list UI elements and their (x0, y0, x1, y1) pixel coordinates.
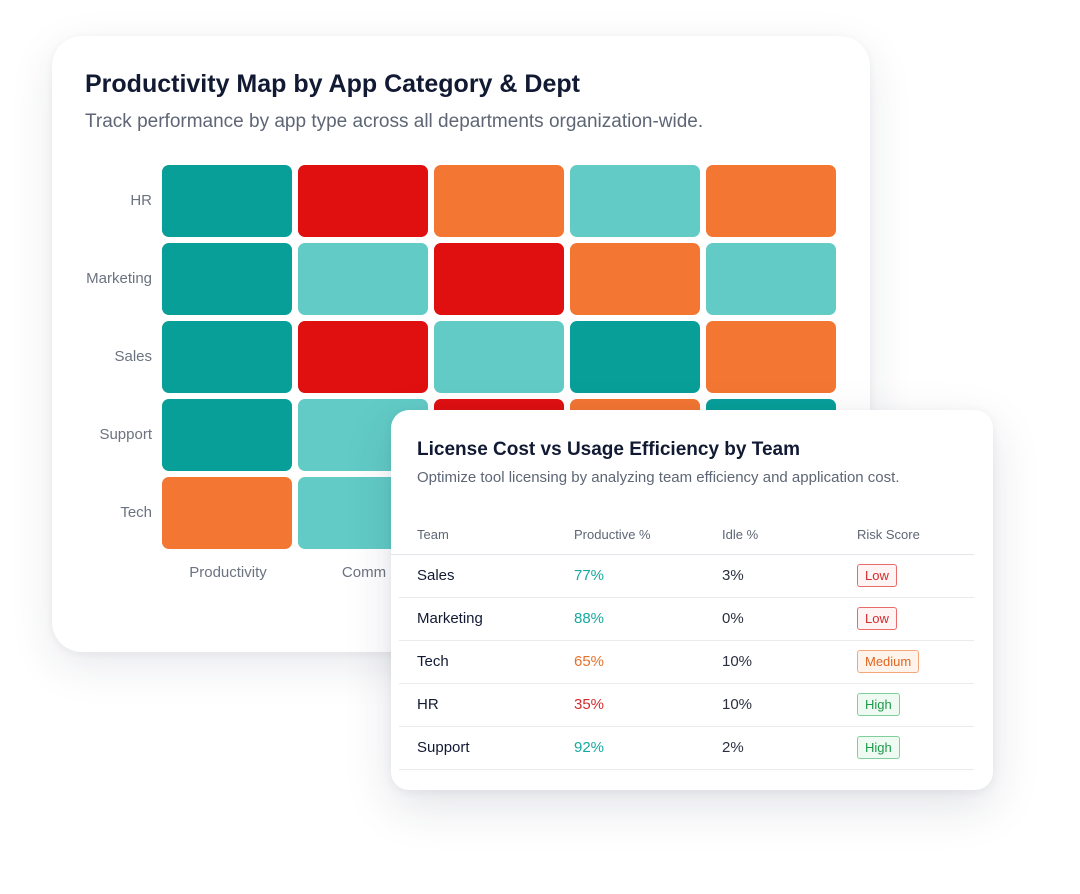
heatmap-cell[interactable] (162, 321, 292, 393)
team-name: Tech (417, 653, 449, 670)
heatmap-cell[interactable] (570, 243, 700, 315)
table-row[interactable]: Sales 77% 3% Low (391, 555, 974, 598)
heatmap-row-label: Tech (120, 504, 152, 521)
risk-score-badge: Low (857, 564, 897, 587)
idle-percent: 0% (722, 610, 744, 627)
idle-percent: 10% (722, 653, 753, 670)
table-title: License Cost vs Usage Efficiency by Team (417, 439, 800, 460)
risk-score-badge: High (857, 736, 900, 759)
productive-percent: 77% (574, 567, 605, 584)
heatmap-cell[interactable] (298, 243, 428, 315)
column-header-risk-score[interactable]: Risk Score (857, 527, 920, 542)
row-divider (399, 769, 549, 770)
heatmap-cell[interactable] (706, 165, 836, 237)
risk-score-badge: High (857, 693, 900, 716)
heatmap-row-label: Support (99, 426, 152, 443)
heatmap-cell[interactable] (570, 321, 700, 393)
table-row[interactable]: Support 92% 2% High (391, 727, 974, 770)
license-table-card: License Cost vs Usage Efficiency by Team… (391, 410, 993, 790)
table-row[interactable]: HR 35% 10% High (391, 684, 974, 727)
idle-percent: 2% (722, 739, 744, 756)
idle-percent: 10% (722, 696, 753, 713)
productive-percent: 92% (574, 739, 605, 756)
risk-score-badge: Medium (857, 650, 920, 673)
productive-percent: 65% (574, 653, 605, 670)
heatmap-subtitle: Track performance by app type across all… (85, 111, 704, 132)
row-divider (399, 726, 549, 727)
team-name: Support (417, 739, 470, 756)
column-header-productive[interactable]: Productive % (574, 527, 651, 542)
heatmap-cell[interactable] (706, 243, 836, 315)
heatmap-cell[interactable] (570, 165, 700, 237)
productive-percent: 35% (574, 696, 605, 713)
risk-score-badge: Low (857, 607, 897, 630)
table-subtitle: Optimize tool licensing by analyzing tea… (417, 469, 900, 486)
idle-percent: 3% (722, 567, 744, 584)
heatmap-cell[interactable] (298, 165, 428, 237)
table-row[interactable]: Marketing 88% 0% Low (391, 598, 974, 641)
heatmap-cell[interactable] (298, 321, 428, 393)
heatmap-card: Productivity Map by App Category & Dept … (52, 36, 870, 652)
heatmap-row-label: Marketing (86, 270, 152, 287)
heatmap-row-label: Sales (114, 348, 152, 365)
heatmap-title: Productivity Map by App Category & Dept (85, 70, 580, 98)
heatmap-cell[interactable] (434, 165, 564, 237)
heatmap-cell[interactable] (162, 243, 292, 315)
team-name: Sales (417, 567, 455, 584)
team-name: Marketing (417, 610, 483, 627)
heatmap-cell[interactable] (434, 321, 564, 393)
heatmap-cell[interactable] (162, 399, 292, 471)
heatmap-row-label: HR (130, 192, 152, 209)
table-header-row: Team Productive % Idle % Risk Score (391, 518, 974, 555)
row-divider (399, 683, 549, 684)
heatmap-cell[interactable] (162, 477, 292, 549)
row-divider (399, 640, 549, 641)
row-divider (399, 597, 549, 598)
heatmap-cell[interactable] (706, 321, 836, 393)
heatmap-cell[interactable] (434, 243, 564, 315)
heatmap-cell[interactable] (162, 165, 292, 237)
team-name: HR (417, 696, 439, 713)
heatmap-column-label: Productivity (189, 564, 267, 581)
column-header-idle[interactable]: Idle % (722, 527, 759, 542)
heatmap-column-label: Comm (341, 564, 387, 581)
column-header-team[interactable]: Team (417, 527, 449, 542)
table-row[interactable]: Tech 65% 10% Medium (391, 641, 974, 684)
productive-percent: 88% (574, 610, 605, 627)
